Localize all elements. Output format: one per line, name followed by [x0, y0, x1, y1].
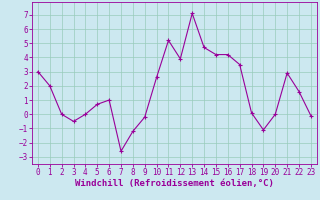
X-axis label: Windchill (Refroidissement éolien,°C): Windchill (Refroidissement éolien,°C)	[75, 179, 274, 188]
